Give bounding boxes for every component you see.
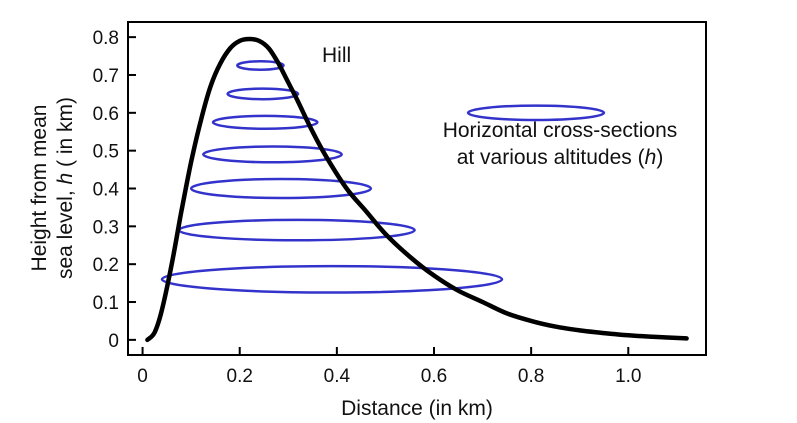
cross-section-ellipse-1 [160,264,504,294]
cross-section-ellipse-3 [189,177,373,200]
y-axis-title-line2-post: ( in km) [54,97,77,173]
y-tick-label: 0.3 [93,217,119,238]
x-tick-label: 0.8 [518,366,544,387]
legend-ellipse [466,104,606,122]
cross-section-ellipses [160,60,504,294]
x-tick-label: 0.2 [227,366,253,387]
y-tick-label: 0.7 [93,66,119,87]
legend-text-line2-var: h [645,146,657,169]
y-axis-title: Height from mean sea level, h ( in km) [28,97,77,279]
cross-section-ellipse-7 [236,60,285,71]
hill-curve [145,36,689,343]
legend-text-line2-pre: at various altitudes ( [457,146,645,169]
legend-text-line2: at various altitudes (h) [457,146,664,169]
cross-section-ellipse-4 [202,145,343,164]
legend-text-line2-post: ) [656,146,663,169]
hill-label: Hill [322,44,351,67]
y-tick-label: 0.1 [93,293,119,314]
x-axis-title: Distance (in km) [341,397,493,420]
x-axis-ticks: 0 0.2 0.4 0.6 0.8 1.0 [137,347,641,387]
y-tick-label: 0.2 [93,255,119,276]
y-axis-ticks: 0 0.1 0.2 0.3 0.4 0.5 0.6 0.7 0.8 [93,28,136,352]
y-axis-title-line2: sea level, h ( in km) [54,97,77,279]
y-tick-label: 0 [108,331,119,352]
x-tick-label: 0 [137,366,148,387]
x-tick-label: 0.6 [421,366,447,387]
y-tick-label: 0.5 [93,142,119,163]
y-tick-label: 0.4 [93,180,120,201]
x-tick-label: 1.0 [615,366,641,387]
legend-text-line1: Horizontal cross-sections [443,119,678,142]
cross-section-ellipse-6 [226,87,300,101]
y-axis-title-line1: Height from mean [28,105,51,272]
y-tick-label: 0.6 [93,104,119,125]
cross-section-ellipse-5 [211,114,319,130]
y-tick-label: 0.8 [93,28,119,49]
y-axis-title-line2-pre: sea level, [54,184,77,279]
y-axis-title-line2-var: h [54,173,77,185]
x-tick-label: 0.4 [324,366,351,387]
